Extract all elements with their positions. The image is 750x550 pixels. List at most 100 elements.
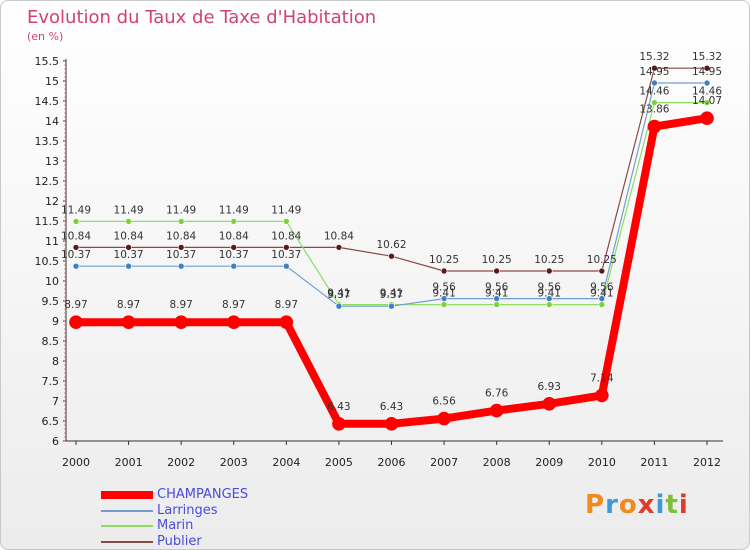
y-tick-label: 11 [45, 235, 59, 248]
y-tick-label: 8 [52, 355, 59, 368]
data-label: 11.49 [61, 204, 91, 216]
y-tick-label: 6 [52, 435, 59, 448]
data-point [493, 301, 500, 308]
x-tick-label: 2002 [167, 456, 195, 469]
x-tick-label: 2008 [483, 456, 511, 469]
x-tick-label: 2012 [693, 456, 721, 469]
data-label: 10.84 [219, 230, 249, 242]
data-point [437, 411, 451, 426]
data-label: 8.97 [222, 299, 245, 311]
y-tick-label: 13.5 [35, 135, 60, 148]
data-label: 9.56 [538, 282, 562, 294]
data-label: 10.84 [166, 230, 196, 242]
data-point [493, 295, 500, 302]
data-label: 9.56 [485, 282, 509, 294]
data-label: 11.49 [271, 204, 301, 216]
data-point [651, 79, 658, 87]
data-point [69, 315, 83, 330]
logo-letter: i [678, 490, 689, 520]
chart-unit-label: (en %) [27, 30, 64, 43]
y-tick-label: 9 [52, 315, 59, 328]
data-point [700, 111, 714, 125]
data-label: 10.37 [114, 249, 144, 261]
data-label: 6.43 [327, 401, 350, 413]
data-point [72, 218, 80, 225]
x-tick-label: 2009 [535, 456, 563, 469]
data-point [283, 218, 290, 225]
legend-label: Marin [157, 518, 194, 533]
x-tick-label: 2003 [220, 456, 248, 469]
data-label: 9.41 [327, 288, 350, 300]
data-label: 9.37 [380, 289, 403, 301]
data-point [230, 218, 238, 225]
data-point [545, 267, 553, 275]
data-label: 11.49 [114, 204, 144, 216]
data-point [440, 267, 448, 275]
data-label: 9.56 [432, 282, 456, 294]
data-point [440, 295, 448, 302]
data-label: 7.14 [590, 372, 614, 384]
data-label: 13.86 [639, 104, 669, 116]
legend-swatch [101, 540, 153, 543]
data-point [72, 244, 80, 251]
chart-title: Evolution du Taux de Taxe d'Habitation [27, 7, 377, 28]
data-label: 6.93 [538, 381, 561, 393]
data-point [335, 244, 343, 251]
data-label: 8.97 [117, 299, 140, 311]
data-label: 10.37 [166, 249, 196, 261]
x-tick-label: 2005 [325, 456, 353, 469]
data-label: 14.46 [692, 86, 722, 98]
data-label: 10.25 [587, 254, 617, 266]
x-tick-label: 2006 [378, 456, 406, 469]
legend-label: Larringes [157, 502, 218, 518]
data-label: 9.37 [327, 289, 350, 301]
data-label: 10.37 [271, 249, 301, 261]
y-tick-label: 14 [45, 115, 59, 128]
data-point [177, 262, 185, 270]
logo-letter: o [618, 490, 638, 520]
legend-label: CHAMPANGES [157, 487, 249, 502]
legend-swatch [101, 525, 153, 527]
data-label: 15.32 [639, 51, 669, 63]
y-tick-label: 12 [45, 195, 59, 208]
data-label: 10.84 [114, 230, 144, 242]
data-label: 9.41 [538, 288, 561, 300]
data-point [598, 295, 606, 302]
data-point [388, 252, 395, 260]
data-label: 10.25 [429, 254, 459, 266]
data-point [542, 396, 557, 411]
data-point [440, 301, 448, 308]
data-label: 9.41 [590, 288, 613, 300]
data-point [174, 315, 188, 330]
data-label: 10.25 [482, 254, 512, 266]
data-label: 11.49 [219, 204, 249, 216]
data-point [125, 244, 132, 251]
data-label: 14.07 [692, 95, 722, 107]
y-tick-label: 7.5 [42, 375, 60, 388]
x-tick-label: 2001 [115, 456, 143, 469]
data-point [647, 119, 662, 134]
data-point [598, 267, 606, 275]
logo-letter: x [637, 490, 656, 520]
y-tick-label: 13 [45, 155, 59, 168]
data-label: 11.49 [166, 204, 196, 216]
data-label: 6.43 [380, 401, 403, 413]
data-point [384, 416, 399, 431]
data-label: 8.97 [275, 299, 298, 311]
data-label: 10.37 [219, 249, 249, 261]
data-label: 9.41 [380, 288, 403, 300]
data-label: 10.84 [61, 230, 91, 242]
y-tick-label: 11.5 [35, 215, 60, 228]
x-tick-label: 2004 [272, 456, 300, 469]
logo-letter: i [655, 490, 666, 520]
y-tick-label: 6.5 [42, 415, 60, 428]
data-label: 10.62 [376, 239, 406, 251]
data-point [230, 262, 238, 270]
data-label: 10.25 [534, 254, 564, 266]
series-line-larringes [75, 82, 708, 307]
data-point [283, 244, 290, 251]
data-point [703, 79, 711, 87]
data-point [283, 262, 290, 270]
legend-swatch [101, 491, 153, 499]
